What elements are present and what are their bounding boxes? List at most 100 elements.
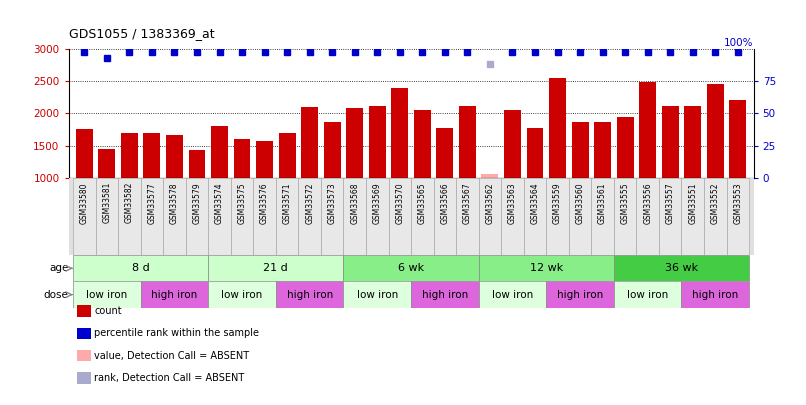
Text: GSM33569: GSM33569 [372, 182, 382, 224]
Bar [301, 107, 318, 178]
Bar [704, 178, 726, 255]
Text: GSM33568: GSM33568 [351, 182, 359, 224]
Bar [343, 255, 479, 281]
Bar [98, 149, 115, 178]
Bar [96, 178, 118, 255]
Text: percentile rank within the sample: percentile rank within the sample [94, 328, 260, 338]
Bar [659, 178, 682, 255]
Text: 6 wk: 6 wk [398, 263, 424, 273]
Text: GSM33557: GSM33557 [666, 182, 675, 224]
Text: GSM33570: GSM33570 [395, 182, 405, 224]
Bar [501, 178, 524, 255]
Text: GSM33579: GSM33579 [193, 182, 202, 224]
Text: value, Detection Call = ABSENT: value, Detection Call = ABSENT [94, 351, 249, 360]
Bar [434, 178, 456, 255]
Text: GSM33580: GSM33580 [80, 182, 89, 224]
Bar [617, 117, 634, 178]
Text: low iron: low iron [492, 290, 533, 300]
Text: GSM33577: GSM33577 [147, 182, 156, 224]
Bar [549, 78, 566, 178]
Bar [729, 100, 746, 178]
Text: GSM33553: GSM33553 [733, 182, 742, 224]
Text: GSM33559: GSM33559 [553, 182, 562, 224]
Bar [504, 109, 521, 178]
Bar [411, 281, 479, 308]
Bar [121, 133, 138, 178]
Bar [73, 281, 140, 308]
Text: high iron: high iron [557, 290, 603, 300]
Bar [208, 178, 231, 255]
Text: GDS1055 / 1383369_at: GDS1055 / 1383369_at [69, 28, 214, 40]
Bar [324, 122, 341, 178]
Text: 21 d: 21 d [264, 263, 289, 273]
Bar [343, 281, 411, 308]
Text: GSM33567: GSM33567 [463, 182, 472, 224]
Bar [189, 150, 206, 178]
Bar [436, 128, 453, 178]
Text: low iron: low iron [627, 290, 668, 300]
Bar [140, 178, 163, 255]
Text: GSM33560: GSM33560 [575, 182, 584, 224]
Text: GSM33556: GSM33556 [643, 182, 652, 224]
Text: low iron: low iron [86, 290, 127, 300]
Text: dose: dose [44, 290, 69, 300]
Text: count: count [94, 306, 122, 316]
Text: GSM33572: GSM33572 [305, 182, 314, 224]
Bar [208, 255, 343, 281]
Bar [276, 281, 343, 308]
Text: GSM33573: GSM33573 [328, 182, 337, 224]
Text: GSM33565: GSM33565 [418, 182, 427, 224]
Text: high iron: high iron [152, 290, 197, 300]
Bar [392, 88, 409, 178]
Text: 12 wk: 12 wk [530, 263, 563, 273]
Bar [276, 178, 298, 255]
Bar [481, 174, 498, 178]
Text: high iron: high iron [286, 290, 333, 300]
Bar [208, 281, 276, 308]
Bar [479, 255, 614, 281]
Text: GSM33582: GSM33582 [125, 182, 134, 224]
Bar [73, 255, 208, 281]
Text: 36 wk: 36 wk [665, 263, 698, 273]
Bar [279, 133, 296, 178]
Bar [185, 178, 208, 255]
Text: GSM33562: GSM33562 [485, 182, 494, 224]
Text: GSM33576: GSM33576 [260, 182, 269, 224]
Text: GSM33563: GSM33563 [508, 182, 517, 224]
Text: 8 d: 8 d [131, 263, 149, 273]
Bar [524, 178, 546, 255]
Bar [459, 106, 476, 178]
Text: low iron: low iron [222, 290, 263, 300]
Text: GSM33581: GSM33581 [102, 182, 111, 224]
Bar [707, 83, 724, 178]
Bar [413, 110, 430, 178]
Bar [369, 106, 386, 178]
Bar [321, 178, 343, 255]
Text: high iron: high iron [422, 290, 468, 300]
Bar [73, 178, 96, 255]
Bar [166, 135, 183, 178]
Bar [614, 281, 682, 308]
Bar [526, 128, 543, 178]
Bar [163, 178, 185, 255]
Bar [388, 178, 411, 255]
Text: GSM33555: GSM33555 [621, 182, 629, 224]
Text: GSM33574: GSM33574 [215, 182, 224, 224]
Bar [571, 122, 588, 178]
Text: GSM33578: GSM33578 [170, 182, 179, 224]
Text: low iron: low iron [356, 290, 398, 300]
Text: GSM33575: GSM33575 [238, 182, 247, 224]
Bar [594, 122, 611, 178]
Bar [592, 178, 614, 255]
Text: GSM33561: GSM33561 [598, 182, 607, 224]
Text: age: age [49, 263, 69, 273]
Text: high iron: high iron [692, 290, 738, 300]
Bar [682, 178, 704, 255]
Bar [231, 178, 253, 255]
Bar [256, 141, 273, 178]
Text: GSM33571: GSM33571 [283, 182, 292, 224]
Bar [614, 255, 749, 281]
Bar [456, 178, 479, 255]
Bar [682, 281, 749, 308]
Bar [479, 178, 501, 255]
